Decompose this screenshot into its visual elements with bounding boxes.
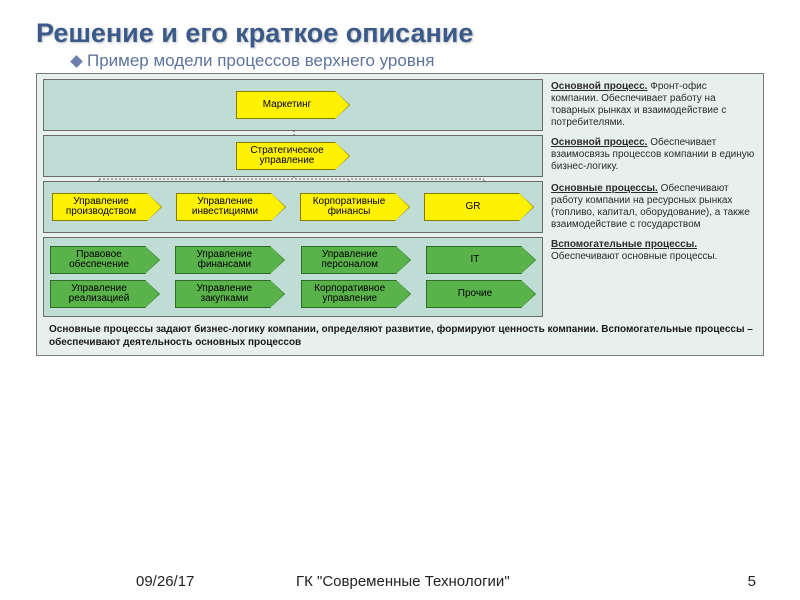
box-label: Стратегическое управление [245,146,329,167]
subtitle-row: Пример модели процессов верхнего уровня [72,51,764,71]
box-label: Управление реализацией [59,284,139,305]
box-fin-mgmt: Управление финансами [175,246,271,274]
process-band-2: Стратегическое управление [43,135,543,177]
desc-bold: Вспомогательные процессы. [551,239,697,250]
box-sales: Управление реализацией [50,280,146,308]
slide-footer: 09/26/17 ГК "Современные Технологии" 5 [0,573,800,590]
footer-page: 5 [696,573,756,590]
desc-text: Обеспечивают основные процессы. [551,251,717,262]
box-label: GR [466,202,481,213]
col-4: IT Прочие [426,246,536,308]
box-label: Корпоративные финансы [309,197,389,218]
box-gr: GR [424,193,520,221]
box-label: IT [471,255,480,266]
box-label: Маркетинг [263,100,312,111]
col-3: Управление персоналом Корпоративное упра… [301,246,411,308]
box-corp-mgmt: Корпоративное управление [301,280,397,308]
bullet-icon [70,55,83,68]
footer-date: 09/26/17 [136,573,296,590]
box-label: Управление производством [61,197,141,218]
box-it: IT [426,246,522,274]
desc-bold: Основной процесс. [551,81,647,92]
process-row-4: Правовое обеспечение Управление реализац… [43,237,757,317]
slide-container: Решение и его краткое описание Пример мо… [0,0,800,600]
diagram-footer-text: Основные процессы задают бизнес-логику к… [49,324,755,349]
process-row-3: Управление производством Управление инве… [43,181,757,233]
box-label: Управление инвестициями [185,197,265,218]
box-label: Управление персоналом [310,250,390,271]
box-production: Управление производством [52,193,148,221]
box-procurement: Управление закупками [175,280,271,308]
desc-3: Основные процессы. Обеспечивают работу к… [549,181,757,233]
box-investments: Управление инвестициями [176,193,272,221]
process-diagram: Маркетинг Основной процесс. Фронт-офис к… [36,73,764,356]
slide-subtitle: Пример модели процессов верхнего уровня [87,51,434,71]
box-legal: Правовое обеспечение [50,246,146,274]
process-band-4: Правовое обеспечение Управление реализац… [43,237,543,317]
desc-bold: Основные процессы. [551,183,658,194]
slide-title: Решение и его краткое описание [36,18,764,49]
process-row-2: Стратегическое управление Основной проце… [43,135,757,177]
box-label: Корпоративное управление [310,284,390,305]
box-label: Управление закупками [184,284,264,305]
box-marketing: Маркетинг [236,91,336,119]
process-row-1: Маркетинг Основной процесс. Фронт-офис к… [43,79,757,131]
desc-4: Вспомогательные процессы. Обеспечивают о… [549,237,757,317]
box-corp-finance: Корпоративные финансы [300,193,396,221]
box-hr: Управление персоналом [301,246,397,274]
desc-1: Основной процесс. Фронт-офис компании. О… [549,79,757,131]
box-label: Правовое обеспечение [59,250,139,271]
box-strategy: Стратегическое управление [236,142,336,170]
col-2: Управление финансами Управление закупкам… [175,246,285,308]
box-other: Прочие [426,280,522,308]
process-band-3: Управление производством Управление инве… [43,181,543,233]
desc-bold: Основной процесс. [551,137,647,148]
box-label: Управление финансами [184,250,264,271]
desc-2: Основной процесс. Обеспечивает взаимосвя… [549,135,757,177]
box-label: Прочие [458,289,492,300]
process-band-1: Маркетинг [43,79,543,131]
col-1: Правовое обеспечение Управление реализац… [50,246,160,308]
footer-org: ГК "Современные Технологии" [296,573,696,590]
